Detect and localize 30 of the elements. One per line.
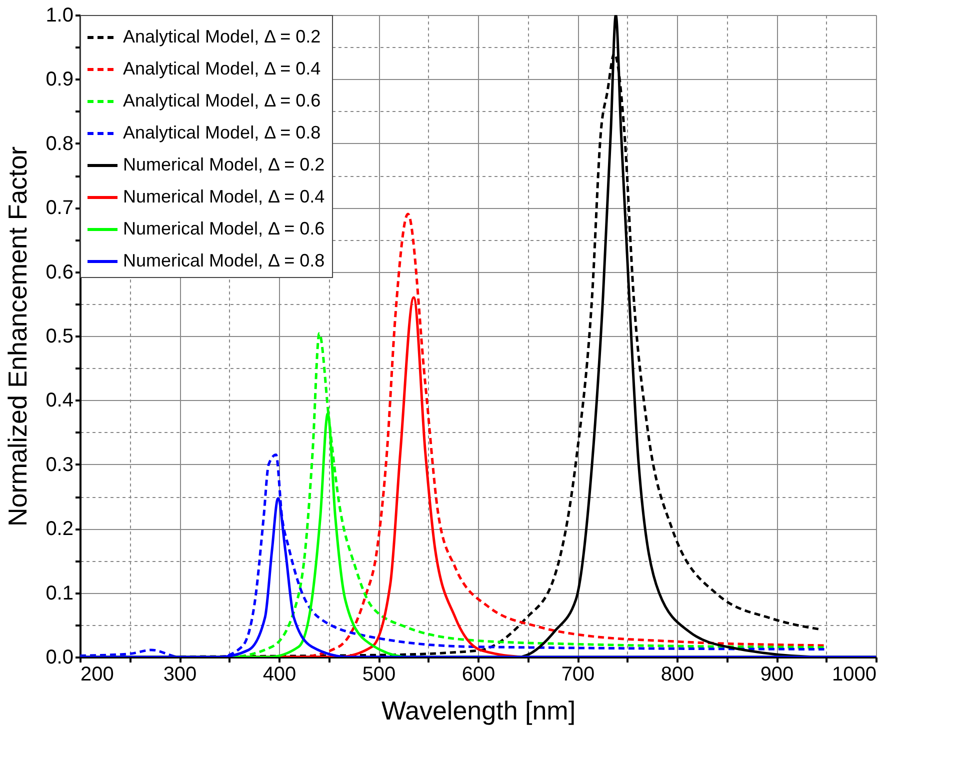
- y-tick-label: 0.3: [46, 454, 74, 476]
- legend-label: Numerical Model, Δ = 0.2: [123, 154, 325, 174]
- y-tick-label: 0.4: [46, 390, 74, 412]
- y-tick-label: 0.9: [46, 68, 74, 91]
- x-tick-label: 300: [163, 664, 197, 686]
- legend-label: Analytical Model, Δ = 0.2: [123, 26, 321, 46]
- y-tick-label: 0.6: [46, 261, 74, 284]
- x-tick-label: 800: [660, 664, 694, 686]
- x-axis-title: Wavelength [nm]: [381, 696, 576, 726]
- y-tick-label: 1.0: [46, 4, 74, 26]
- y-tick-label: 0.5: [46, 326, 74, 348]
- legend-label: Analytical Model, Δ = 0.4: [123, 58, 321, 78]
- y-tick-label: 0.2: [46, 518, 74, 540]
- x-tick-label: 1000: [832, 664, 876, 686]
- y-tick-label: 0.1: [46, 582, 74, 604]
- legend-label: Numerical Model, Δ = 0.4: [123, 186, 325, 206]
- legend-label: Numerical Model, Δ = 0.6: [123, 218, 325, 238]
- x-tick-label: 900: [760, 664, 794, 686]
- y-tick-label: 0.0: [46, 646, 74, 668]
- y-axis-title: Normalized Enhancement Factor: [2, 146, 33, 527]
- x-tick-label: 700: [561, 664, 595, 686]
- legend-label: Analytical Model, Δ = 0.8: [123, 122, 321, 142]
- x-tick-label: 200: [80, 664, 114, 686]
- y-tick-label: 0.8: [46, 132, 74, 155]
- x-tick-label: 500: [362, 664, 396, 686]
- x-tick-label: 600: [462, 664, 496, 686]
- y-tick-label: 0.7: [46, 197, 74, 220]
- x-tick-label: 400: [262, 664, 296, 686]
- legend-label: Analytical Model, Δ = 0.6: [123, 90, 321, 110]
- legend-label: Numerical Model, Δ = 0.8: [123, 250, 325, 270]
